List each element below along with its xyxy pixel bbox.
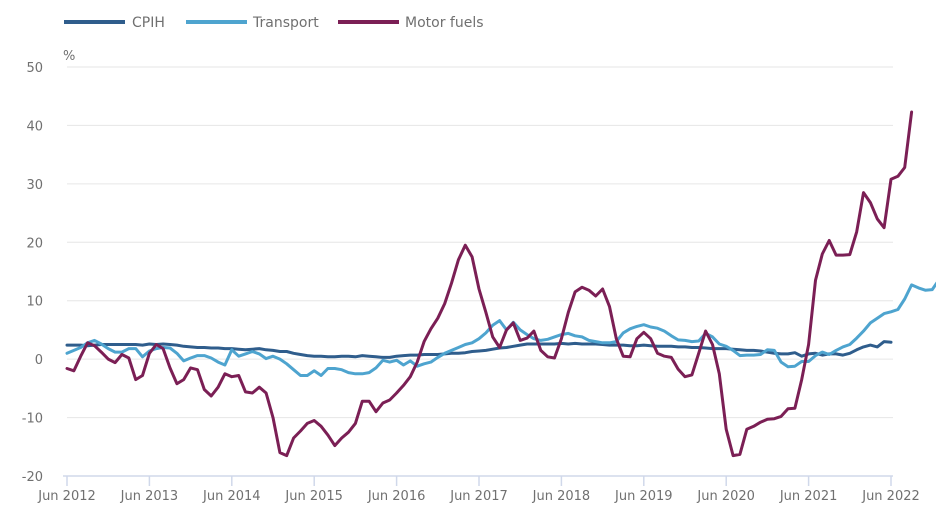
legend: CPIH Transport Motor fuels [64, 15, 484, 31]
x-tick-label: Jun 2017 [449, 489, 508, 504]
series-lines [65, 110, 936, 458]
y-tick-label: 0 [35, 353, 43, 368]
gridlines [67, 66, 893, 419]
y-axis-unit-label: % [63, 49, 75, 64]
x-tick-label: Jun 2019 [614, 489, 673, 504]
x-tick-label: Jun 2020 [696, 489, 755, 504]
y-tick-label: 50 [26, 61, 43, 76]
y-tick-label: -10 [22, 412, 43, 427]
legend-item-motor-fuels[interactable]: Motor fuels [338, 15, 484, 31]
x-tick-label: Jun 2013 [120, 489, 179, 504]
y-tick-label: -20 [22, 470, 43, 485]
y-tick-label: 10 [26, 295, 43, 310]
x-axis: Jun 2012 Jun 2013 Jun 2014 Jun 2015 Jun 2016… [37, 475, 920, 504]
y-axis: 50 40 30 20 10 0 -10 -20 [22, 61, 43, 485]
y-tick-label: 40 [26, 119, 43, 134]
x-tick-label: Jun 2014 [202, 489, 261, 504]
x-tick-label: Jun 2018 [532, 489, 591, 504]
x-tick-label: Jun 2021 [779, 489, 838, 504]
legend-label-transport: Transport [252, 15, 319, 31]
series-line-cpih [65, 340, 893, 359]
x-tick-label: Jun 2015 [284, 489, 343, 504]
legend-label-motor-fuels: Motor fuels [405, 15, 484, 31]
legend-item-transport[interactable]: Transport [186, 15, 319, 31]
legend-label-cpih: CPIH [132, 15, 165, 31]
y-tick-label: 20 [26, 236, 43, 251]
legend-item-cpih[interactable]: CPIH [64, 15, 165, 31]
x-tick-label: Jun 2016 [367, 489, 426, 504]
y-tick-label: 30 [26, 178, 43, 193]
x-tick-label: Jun 2012 [37, 489, 96, 504]
series-line-motor-fuels [65, 110, 914, 458]
x-tick-label: Jun 2022 [861, 489, 920, 504]
